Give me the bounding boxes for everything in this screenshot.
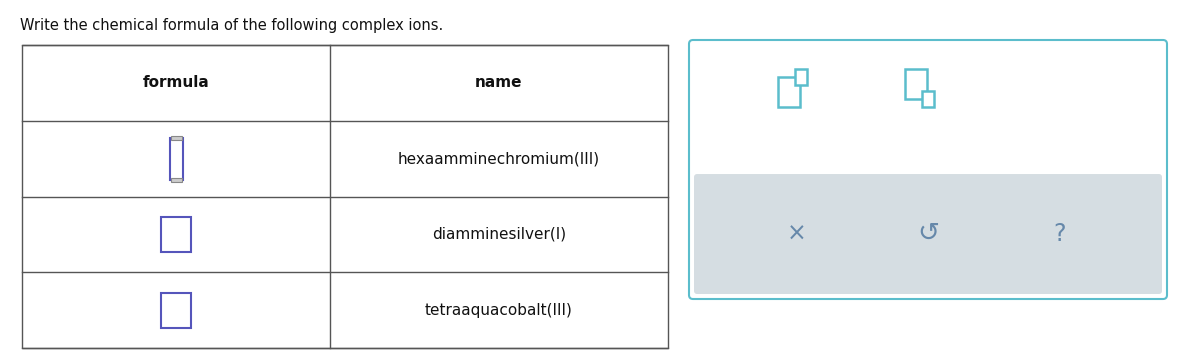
Bar <box>170 136 181 140</box>
Text: ×: × <box>786 222 806 246</box>
FancyBboxPatch shape <box>689 40 1166 299</box>
Bar <box>905 69 926 99</box>
Bar <box>169 137 182 180</box>
Text: ?: ? <box>1054 222 1066 246</box>
Text: Write the chemical formula of the following complex ions.: Write the chemical formula of the follow… <box>20 18 443 33</box>
Text: diamminesilver(I): diamminesilver(I) <box>432 227 566 242</box>
Text: hexaamminechromium(III): hexaamminechromium(III) <box>398 151 600 166</box>
FancyBboxPatch shape <box>694 174 1162 294</box>
Bar <box>161 293 191 328</box>
Bar <box>170 178 181 182</box>
Bar <box>922 91 934 107</box>
Bar <box>794 69 806 85</box>
Text: formula: formula <box>143 75 209 90</box>
Text: tetraaquacobalt(III): tetraaquacobalt(III) <box>425 303 572 318</box>
Text: ↺: ↺ <box>917 221 940 247</box>
Bar <box>161 217 191 252</box>
Text: name: name <box>475 75 523 90</box>
Bar <box>778 77 799 107</box>
